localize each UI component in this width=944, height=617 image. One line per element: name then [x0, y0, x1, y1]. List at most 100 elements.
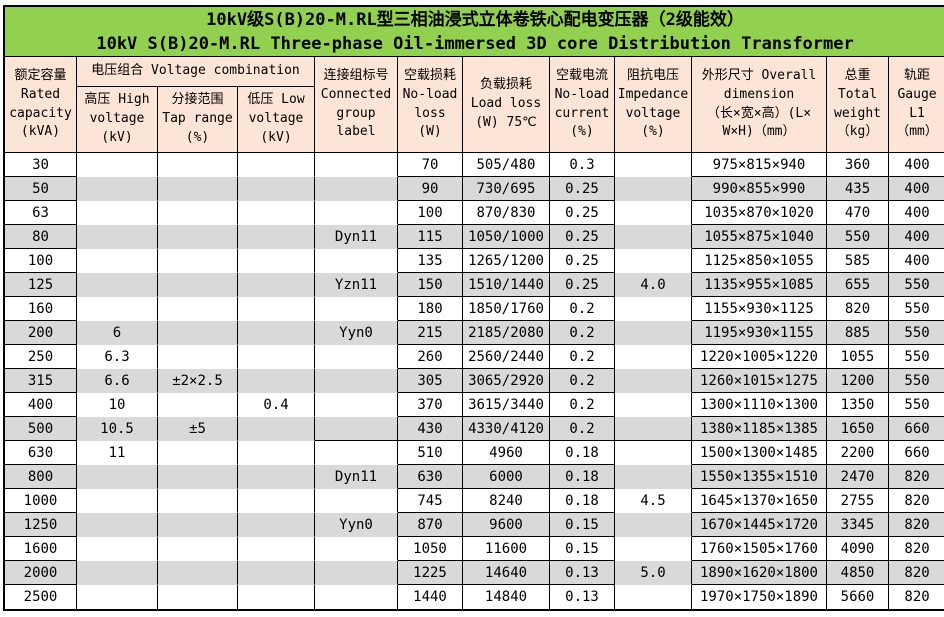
cell-capacity: 400	[5, 393, 77, 417]
cell-no-load-loss: 150	[398, 273, 463, 297]
cell-overall-dimension: 1670×1445×1720	[692, 513, 827, 537]
header-row-top: 额定容量 Rated capacity (kVA) 电压组合 Voltage c…	[5, 57, 944, 153]
cell-load-loss: 14840	[463, 585, 550, 609]
cell-tap-range	[158, 465, 238, 489]
cell-load-loss: 4330/4120	[463, 417, 550, 441]
cell-capacity: 315	[5, 369, 77, 393]
cell-high-voltage	[77, 513, 158, 537]
cell-high-voltage	[77, 153, 158, 177]
cell-no-load-loss: 100	[398, 201, 463, 225]
cell-load-loss: 1265/1200	[463, 249, 550, 273]
cell-total-weight: 360	[827, 153, 889, 177]
cell-no-load-current: 0.25	[550, 201, 615, 225]
cell-load-loss: 1850/1760	[463, 297, 550, 321]
cell-capacity: 1000	[5, 489, 77, 513]
cell-no-load-loss: 135	[398, 249, 463, 273]
cell-connected-group: Yzn11	[315, 273, 398, 297]
cell-high-voltage: 10	[77, 393, 158, 417]
cell-low-voltage	[238, 225, 315, 249]
cell-no-load-loss: 305	[398, 369, 463, 393]
table-body: 30 70 505/480 0.3 975×815×940 360 400 50 90 730/6…	[5, 153, 944, 609]
cell-connected-group	[315, 249, 398, 273]
cell-load-loss: 3065/2920	[463, 369, 550, 393]
cell-no-load-current: 0.18	[550, 441, 615, 465]
cell-high-voltage: 6.3	[77, 345, 158, 369]
cell-load-loss: 9600	[463, 513, 550, 537]
cell-impedance-voltage	[615, 225, 692, 249]
table-row: 100 135 1265/1200 0.25 1125×850×1055 585 400	[5, 249, 944, 273]
cell-no-load-current: 0.15	[550, 513, 615, 537]
cell-impedance-voltage	[615, 153, 692, 177]
cell-capacity: 1600	[5, 537, 77, 561]
cell-gauge: 820	[889, 561, 944, 585]
cell-capacity: 250	[5, 345, 77, 369]
cell-overall-dimension: 1135×955×1085	[692, 273, 827, 297]
cell-connected-group: Yyn0	[315, 513, 398, 537]
cell-capacity: 100	[5, 249, 77, 273]
cell-low-voltage	[238, 585, 315, 609]
cell-overall-dimension: 1155×930×1125	[692, 297, 827, 321]
cell-tap-range	[158, 489, 238, 513]
table-row: 1250 Yyn0 870 9600 0.15 1670×1445×1720 3345 820	[5, 513, 944, 537]
cell-overall-dimension: 1260×1015×1275	[692, 369, 827, 393]
cell-overall-dimension: 1550×1355×1510	[692, 465, 827, 489]
cell-total-weight: 435	[827, 177, 889, 201]
cell-gauge: 550	[889, 345, 944, 369]
cell-no-load-loss: 510	[398, 441, 463, 465]
header-connected-group: 连接组标号 Connected group label	[315, 57, 398, 153]
cell-load-loss: 505/480	[463, 153, 550, 177]
cell-overall-dimension: 1890×1620×1800	[692, 561, 827, 585]
table-row: 2500 1440 14840 0.13 1970×1750×1890 5660 820	[5, 585, 944, 609]
cell-gauge: 660	[889, 417, 944, 441]
cell-load-loss: 6000	[463, 465, 550, 489]
cell-impedance-voltage: 5.0	[615, 561, 692, 585]
cell-no-load-loss: 745	[398, 489, 463, 513]
cell-low-voltage	[238, 465, 315, 489]
cell-no-load-loss: 1440	[398, 585, 463, 609]
cell-connected-group	[315, 537, 398, 561]
header-capacity: 额定容量 Rated capacity (kVA)	[5, 57, 77, 153]
cell-load-loss: 1510/1440	[463, 273, 550, 297]
header-load-loss: 负载损耗 Load loss (W) 75℃	[463, 57, 550, 153]
cell-connected-group	[315, 441, 398, 465]
cell-total-weight: 2470	[827, 465, 889, 489]
cell-connected-group	[315, 345, 398, 369]
cell-no-load-current: 0.2	[550, 297, 615, 321]
cell-no-load-loss: 260	[398, 345, 463, 369]
cell-impedance-voltage	[615, 441, 692, 465]
table-row: 315 6.6 ±2×2.5 305 3065/2920 0.2 1260×1015×127…	[5, 369, 944, 393]
cell-overall-dimension: 1380×1185×1385	[692, 417, 827, 441]
cell-capacity: 63	[5, 201, 77, 225]
cell-no-load-current: 0.18	[550, 465, 615, 489]
cell-high-voltage: 10.5	[77, 417, 158, 441]
header-no-load-loss: 空载损耗 No-load loss (W)	[398, 57, 463, 153]
cell-no-load-current: 0.15	[550, 537, 615, 561]
cell-total-weight: 3345	[827, 513, 889, 537]
cell-high-voltage	[77, 225, 158, 249]
spec-table: 10kV级S(B)20-M.RL型三相油浸式立体卷铁心配电变压器（2级能效） 1…	[3, 5, 944, 611]
cell-capacity: 2000	[5, 561, 77, 585]
cell-no-load-loss: 1050	[398, 537, 463, 561]
cell-connected-group	[315, 177, 398, 201]
cell-low-voltage	[238, 321, 315, 345]
header-no-load-current: 空载电流 No-load current (%)	[550, 57, 615, 153]
cell-high-voltage: 6	[77, 321, 158, 345]
cell-high-voltage	[77, 537, 158, 561]
cell-tap-range	[158, 441, 238, 465]
cell-gauge: 400	[889, 249, 944, 273]
cell-capacity: 125	[5, 273, 77, 297]
cell-gauge: 400	[889, 153, 944, 177]
cell-connected-group	[315, 489, 398, 513]
cell-overall-dimension: 1500×1300×1485	[692, 441, 827, 465]
cell-impedance-voltage	[615, 465, 692, 489]
cell-load-loss: 14640	[463, 561, 550, 585]
cell-load-loss: 11600	[463, 537, 550, 561]
cell-low-voltage	[238, 537, 315, 561]
cell-load-loss: 730/695	[463, 177, 550, 201]
table-row: 400 10 0.4 370 3615/3440 0.2 1300×1110×1300 135…	[5, 393, 944, 417]
cell-impedance-voltage	[615, 393, 692, 417]
cell-impedance-voltage	[615, 369, 692, 393]
cell-tap-range	[158, 513, 238, 537]
cell-no-load-current: 0.25	[550, 273, 615, 297]
cell-no-load-current: 0.2	[550, 393, 615, 417]
